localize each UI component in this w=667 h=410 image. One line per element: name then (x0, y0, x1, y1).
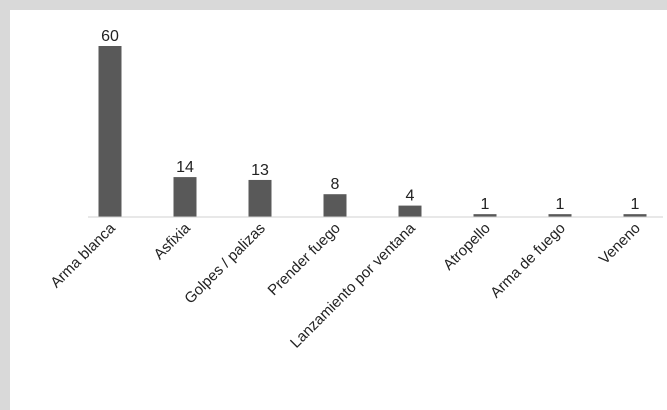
category-label-arma-de-fuego: Arma de fuego (487, 220, 569, 302)
data-label-veneno: 1 (631, 196, 640, 213)
bar-golpes-palizas (248, 179, 272, 217)
data-labels-layer: 60 14 13 8 4 1 1 1 (101, 28, 639, 213)
bar-prender-fuego (323, 194, 347, 217)
category-label-arma-blanca: Arma blanca (47, 219, 119, 291)
data-label-atropello: 1 (481, 196, 490, 213)
bar-arma-de-fuego (548, 214, 572, 217)
data-label-prender-fuego: 8 (331, 176, 340, 193)
data-label-asfixia: 14 (176, 159, 194, 176)
cropped-caption (10, 0, 667, 10)
category-label-lanzamiento-por-ventana: Lanzamiento por ventana (287, 219, 419, 351)
bar-veneno (623, 214, 647, 217)
data-label-arma-blanca: 60 (101, 28, 119, 45)
category-label-golpes-palizas: Golpes / palizas (181, 220, 268, 307)
category-label-atropello: Atropello (440, 220, 494, 274)
bars-layer (98, 46, 647, 217)
data-label-arma-de-fuego: 1 (556, 196, 565, 213)
data-label-golpes-palizas: 13 (251, 162, 269, 179)
bar-atropello (473, 214, 497, 217)
chart-panel: 60 14 13 8 4 1 1 1 Arma blanca Asfixia Golpes / p… (10, 10, 667, 410)
bar-lanzamiento-por-ventana (398, 205, 422, 217)
category-label-prender-fuego: Prender fuego (265, 220, 344, 299)
category-label-asfixia: Asfixia (151, 219, 195, 263)
bar-asfixia (173, 177, 197, 217)
category-label-veneno: Veneno (596, 220, 644, 268)
bar-arma-blanca (98, 46, 122, 217)
data-label-lanzamiento-por-ventana: 4 (406, 188, 415, 205)
